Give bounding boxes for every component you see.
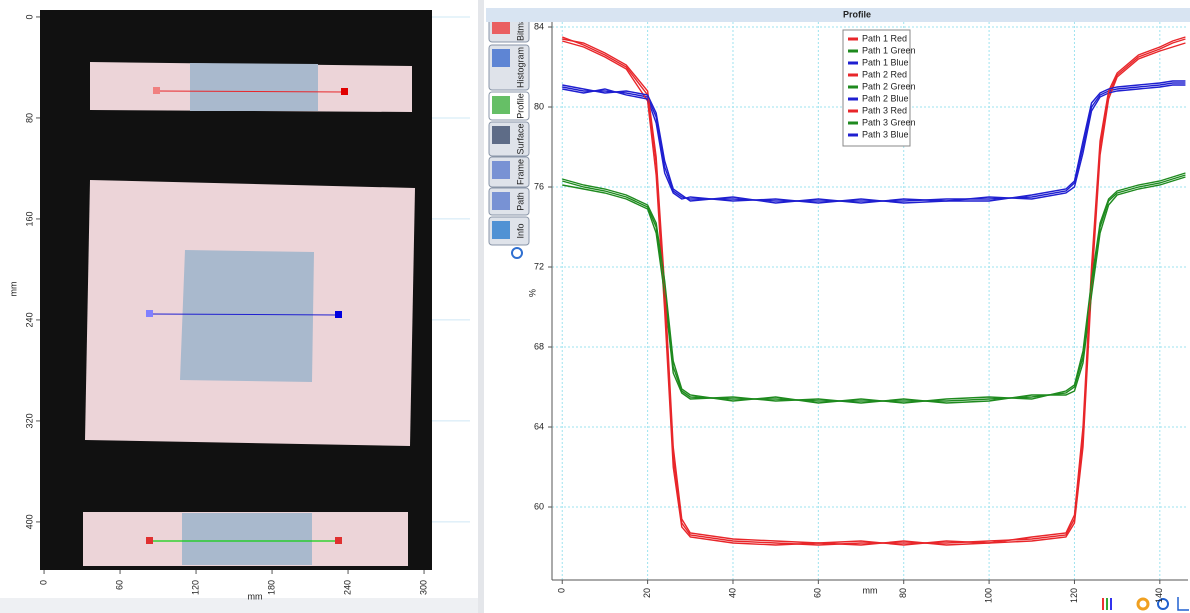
title-bar — [486, 8, 1190, 22]
tab-bar: BitmapHistogramProfileSurfaceFramePathIn… — [489, 12, 529, 245]
y-tick-label: 72 — [534, 261, 544, 271]
legend-swatch — [848, 74, 858, 77]
y-tick-label: 80 — [24, 113, 34, 123]
sample-patch — [190, 63, 318, 111]
tab[interactable]: Surface — [489, 122, 529, 156]
sample-patch — [182, 513, 312, 565]
x-tick-label: 100 — [983, 588, 993, 603]
chart-title: Profile — [843, 9, 871, 19]
legend-label: Path 1 Red — [862, 33, 907, 43]
legend-label: Path 3 Red — [862, 105, 907, 115]
legend-swatch — [848, 134, 858, 137]
x-tick-label: 40 — [727, 588, 737, 598]
x-tick-label: 60 — [114, 580, 124, 590]
legend-swatch — [848, 122, 858, 125]
axis-label: mm — [8, 282, 18, 297]
image-view — [0, 0, 484, 613]
tab[interactable]: Profile — [489, 92, 529, 120]
y-tick-label: 240 — [24, 312, 34, 327]
x-tick-label: 180 — [266, 580, 276, 595]
tab-icon — [492, 126, 510, 144]
x-tick-label: 300 — [418, 580, 428, 595]
path-handle[interactable] — [335, 311, 342, 318]
x-tick-label: 120 — [190, 580, 200, 595]
x-tick-label: 0 — [557, 588, 567, 593]
scrollbar[interactable] — [0, 598, 478, 613]
splitter[interactable] — [478, 0, 484, 613]
tab-label: Info — [515, 223, 525, 238]
legend-label: Path 2 Green — [862, 81, 916, 91]
legend-label: Path 1 Blue — [862, 57, 909, 67]
legend-label: Path 3 Green — [862, 117, 916, 127]
app-window: BitmapHistogramProfileSurfaceFramePathIn… — [0, 0, 1190, 613]
tab-icon — [492, 49, 510, 67]
sample-patch — [180, 250, 314, 382]
y-tick-label: 160 — [24, 211, 34, 226]
path-handle[interactable] — [146, 537, 153, 544]
y-tick-label: 0 — [24, 14, 34, 19]
x-tick-label: 80 — [898, 588, 908, 598]
x-tick-label: 0 — [38, 580, 48, 585]
legend-label: Path 3 Blue — [862, 129, 909, 139]
icon[interactable] — [1110, 598, 1112, 610]
y-tick-label: 76 — [534, 181, 544, 191]
x-tick-label: 60 — [813, 588, 823, 598]
tab-icon — [492, 192, 510, 210]
margin — [432, 10, 470, 570]
tab-icon — [492, 96, 510, 114]
y-tick-label: 64 — [534, 421, 544, 431]
legend-label: Path 2 Blue — [862, 93, 909, 103]
y-axis-label: % — [527, 289, 537, 297]
tab-label: Profile — [515, 93, 525, 119]
legend-label: Path 2 Red — [862, 69, 907, 79]
tab[interactable]: Frame — [489, 157, 529, 187]
y-tick-label: 68 — [534, 341, 544, 351]
y-tick-label: 80 — [534, 101, 544, 111]
tab-label: Histogram — [515, 47, 525, 88]
path-handle[interactable] — [341, 88, 348, 95]
tab[interactable]: Info — [489, 217, 529, 245]
path-handle[interactable] — [153, 87, 160, 94]
x-tick-label: 120 — [1069, 588, 1079, 603]
path-handle[interactable] — [146, 310, 153, 317]
x-tick-label: 20 — [642, 588, 652, 598]
legend-swatch — [848, 62, 858, 65]
tab[interactable]: Histogram — [489, 45, 529, 90]
x-tick-label: 140 — [1154, 588, 1164, 603]
legend-swatch — [848, 38, 858, 41]
legend-swatch — [848, 110, 858, 113]
tab-label: Path — [515, 192, 525, 211]
icon[interactable] — [1102, 598, 1104, 610]
icon[interactable] — [1106, 598, 1108, 610]
x-axis-label: mm — [863, 585, 878, 595]
y-tick-label: 320 — [24, 413, 34, 428]
tab-label: Surface — [515, 123, 525, 154]
legend-swatch — [848, 86, 858, 89]
y-tick-label: 400 — [24, 514, 34, 529]
x-tick-label: 240 — [342, 580, 352, 595]
y-tick-label: 60 — [534, 501, 544, 511]
path-handle[interactable] — [335, 537, 342, 544]
legend-swatch — [848, 50, 858, 53]
axis-label: mm — [248, 591, 263, 601]
y-tick-label: 84 — [534, 21, 544, 31]
legend-swatch — [848, 98, 858, 101]
tab-label: Frame — [515, 159, 525, 185]
legend-label: Path 1 Green — [862, 45, 916, 55]
tab-icon — [492, 161, 510, 179]
tab-icon — [492, 221, 510, 239]
tab[interactable]: Path — [489, 188, 529, 215]
